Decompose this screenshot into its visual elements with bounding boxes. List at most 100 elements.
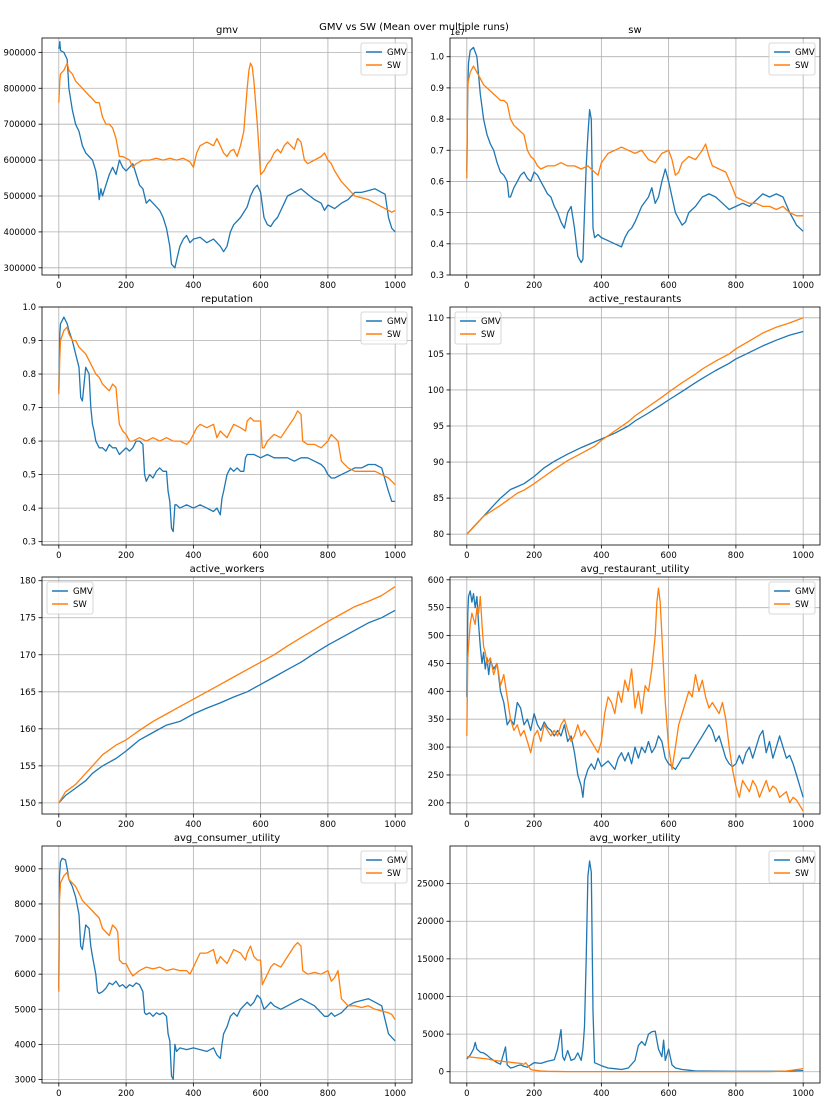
chart-avg-restaurant-utility: avg_restaurant_utility 0 200 400 600 800 1000 2…	[428, 564, 821, 830]
chart-title: active_restaurants	[589, 294, 682, 305]
y-tick-label: 0.8	[430, 115, 444, 125]
x-tick-label: 0	[56, 1089, 61, 1099]
x-tick-label: 1000	[792, 281, 814, 291]
y-tick-label: 300000	[4, 264, 36, 274]
x-tick-label: 400	[185, 820, 201, 830]
y-tick-label: 0.3	[430, 271, 444, 281]
y-tick-label: 0	[439, 1068, 444, 1078]
y-tick-label: 0.8	[22, 370, 36, 380]
x-tick-label: 400	[185, 551, 201, 561]
series-line-sw	[58, 586, 396, 804]
chart-title: reputation	[201, 294, 253, 305]
series-group	[466, 860, 804, 1073]
y-tick-label: 175	[20, 614, 36, 624]
y-tick-label: 15000	[417, 955, 444, 965]
x-tick-label: 0	[464, 820, 469, 830]
y-tick-label: 105	[428, 350, 444, 360]
chart-active-restaurants: active_restaurants 0 200 400 600 800 1000 80 85 9…	[428, 294, 821, 561]
y-tick-label: 25000	[417, 880, 444, 890]
y-tick-label: 6000	[14, 970, 36, 980]
y-tick-label: 110	[428, 314, 444, 324]
legend-label-gmv: GMV	[387, 317, 407, 327]
x-tick-label: 600	[661, 551, 677, 561]
chart-title: sw	[628, 25, 641, 36]
series-line-gmv	[58, 40, 396, 269]
series-group	[58, 316, 396, 533]
y-tick-label: 200	[428, 799, 444, 809]
x-tick-label: 1000	[384, 551, 406, 561]
x-tick-label: 400	[593, 281, 609, 291]
x-tick-label: 200	[526, 820, 542, 830]
series-line-sw	[466, 1056, 804, 1073]
figure-suptitle: GMV vs SW (Mean over multiple runs)	[319, 22, 509, 33]
legend-label-sw: SW	[73, 600, 87, 610]
y-tick-label: 1.0	[430, 53, 444, 63]
chart-title: avg_worker_utility	[590, 833, 681, 844]
x-tick-label: 200	[118, 551, 134, 561]
x-tick-label: 200	[526, 281, 542, 291]
axes-frame	[41, 576, 413, 815]
axes-frame	[449, 845, 821, 1084]
chart-avg-consumer-utility: avg_consumer_utility 0 200 400 600 800 1000 300…	[14, 833, 413, 1099]
legend-label-gmv: GMV	[795, 587, 815, 597]
y-tick-label: 155	[20, 762, 36, 772]
x-tick-label: 800	[320, 1089, 336, 1099]
y-tick-label: 5000	[422, 1030, 444, 1040]
y-tick-label: 700000	[4, 120, 36, 130]
x-tick-label: 800	[320, 281, 336, 291]
x-tick-label: 600	[661, 1089, 677, 1099]
x-tick-label: 800	[728, 1089, 744, 1099]
y-tick-label: 5000	[14, 1005, 36, 1015]
x-tick-label: 400	[593, 1089, 609, 1099]
chart-reputation: reputation 0 200 400 600 800 1000 0.3 0.4 0.5 0.6 0…	[22, 294, 413, 561]
legend: GMV SW	[768, 850, 816, 884]
x-tick-label: 1000	[384, 281, 406, 291]
axes-frame	[449, 306, 821, 546]
legend-box	[768, 850, 816, 884]
x-tick-label: 0	[56, 820, 61, 830]
y-tick-label: 150	[20, 799, 36, 809]
y-tick-label: 0.6	[22, 437, 36, 447]
x-tick-label: 400	[593, 820, 609, 830]
x-tick-label: 0	[464, 281, 469, 291]
series-line-sw	[58, 326, 396, 486]
y-tick-label: 300	[428, 743, 444, 753]
x-tick-label: 1000	[792, 820, 814, 830]
y-tick-label: 0.9	[22, 337, 36, 347]
x-tick-label: 600	[661, 281, 677, 291]
y-tick-label: 450	[428, 659, 444, 669]
chart-active-workers: active_workers 0 200 400 600 800 1000 150 155 160…	[20, 564, 413, 830]
x-tick-label: 200	[118, 1089, 134, 1099]
y-tick-label: 0.7	[22, 404, 36, 414]
y-tick-label: 165	[20, 688, 36, 698]
series-group	[58, 857, 396, 1081]
legend: GMV SW	[768, 581, 816, 615]
axes-frame	[41, 37, 413, 276]
y-tick-label: 0.3	[22, 538, 36, 548]
x-tick-label: 800	[728, 820, 744, 830]
x-tick-label: 200	[526, 551, 542, 561]
x-tick-label: 800	[320, 820, 336, 830]
legend: GMV SW	[46, 581, 94, 615]
x-tick-label: 800	[320, 551, 336, 561]
y-tick-label: 4000	[14, 1040, 36, 1050]
y-offset-label: 1e7	[450, 28, 465, 37]
x-tick-label: 0	[56, 281, 61, 291]
axes-frame	[41, 306, 413, 546]
y-tick-label: 160	[20, 725, 36, 735]
legend-box	[768, 581, 816, 615]
y-tick-label: 9000	[14, 865, 36, 875]
x-tick-label: 400	[185, 281, 201, 291]
series-line-gmv	[58, 609, 396, 804]
legend: GMV SW	[360, 850, 408, 884]
legend: GMV SW	[454, 311, 502, 345]
series-line-gmv	[58, 316, 396, 533]
legend-label-sw: SW	[795, 869, 809, 879]
y-tick-label: 180	[20, 577, 36, 587]
x-tick-label: 600	[253, 1089, 269, 1099]
y-tick-label: 100	[428, 386, 444, 396]
y-tick-label: 95	[433, 422, 444, 432]
y-tick-label: 800000	[4, 84, 36, 94]
